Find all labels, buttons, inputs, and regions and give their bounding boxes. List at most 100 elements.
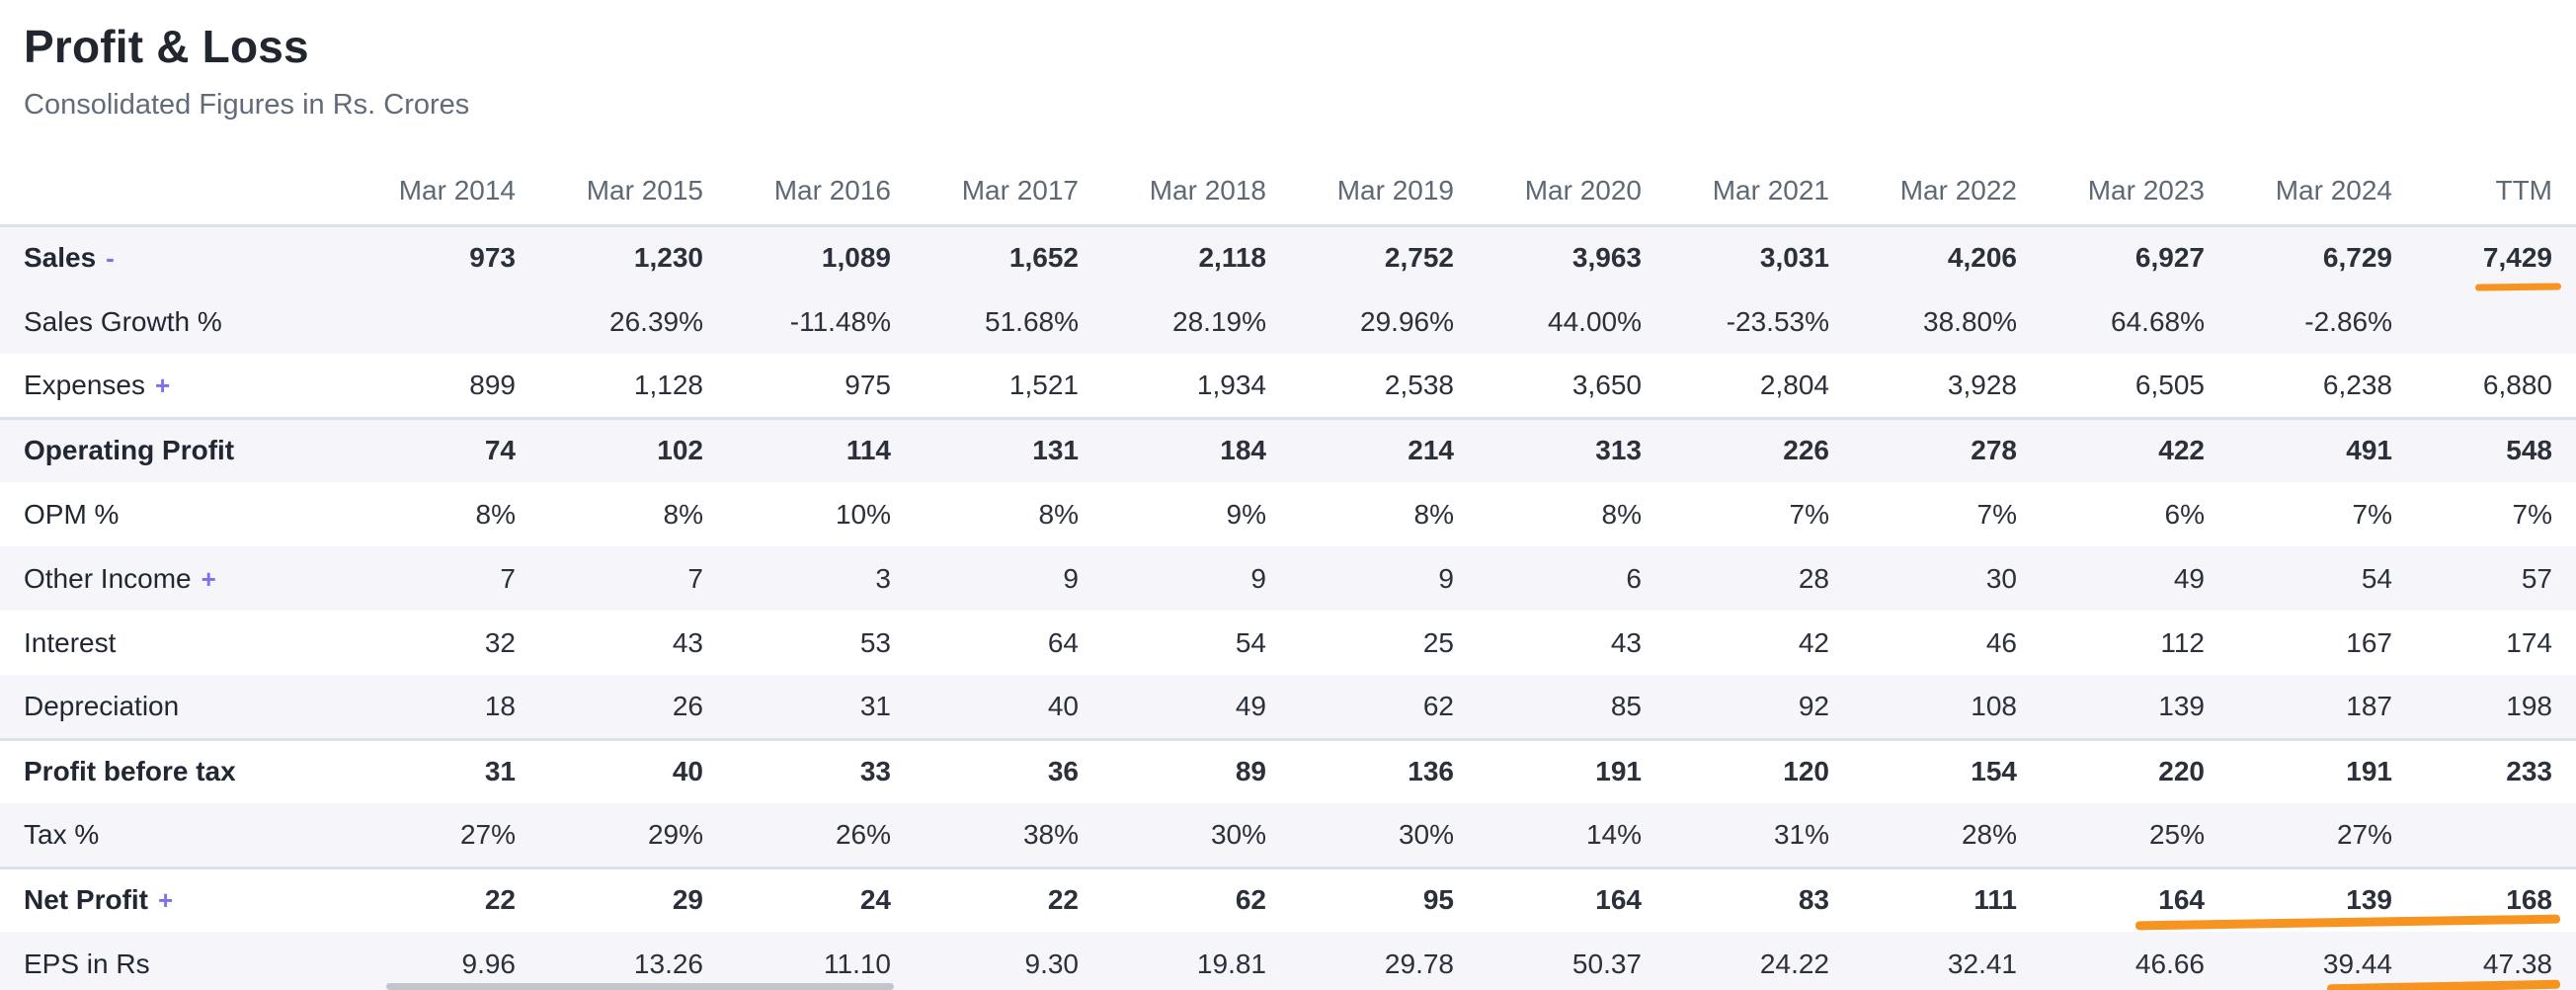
value-cell: 49 (2173, 562, 2205, 594)
value-cell: 422 (2158, 435, 2205, 466)
row-label: Operating Profit (0, 418, 352, 482)
table-row: OPM % 8% 8% 10% 8% 9% 8% 8% 7% 7% 6% 7% 7% (0, 482, 2576, 546)
value-cell: 29.96% (1360, 305, 1454, 337)
value-cell: 44.00% (1548, 305, 1642, 337)
value-cell: 42 (1798, 626, 1829, 658)
row-label-text: Operating Profit (24, 435, 235, 466)
value-cell: 64.68% (2111, 305, 2205, 337)
value-cell: 233 (2506, 756, 2552, 787)
value-cell: 154 (1971, 756, 2017, 787)
expand-schedule-toggle[interactable]: + (154, 370, 171, 400)
row-label: Other Income + (0, 546, 352, 611)
value-cell: 198 (2506, 690, 2552, 721)
value-cell: 973 (469, 242, 516, 274)
value-cell: -2.86% (2304, 305, 2392, 337)
value-cell: 6,927 (2134, 242, 2205, 274)
value-cell: 4,206 (1947, 242, 2017, 274)
value-cell: 32 (484, 626, 516, 658)
value-cell: 9% (1226, 498, 1266, 530)
expand-schedule-toggle[interactable]: + (158, 885, 174, 916)
value-cell: 27% (2336, 818, 2392, 850)
value-cell: 31 (484, 756, 516, 787)
value-cell: 10% (835, 498, 891, 530)
table-row: Net Profit +22 29 24 22 62 95 164 83 111 164 139 168 (0, 867, 2576, 932)
row-label: Sales Growth % (0, 289, 352, 354)
row-label-header (0, 123, 352, 225)
row-label-text: EPS in Rs (24, 948, 150, 979)
value-cell: 33 (859, 756, 891, 787)
value-cell: 36 (1047, 756, 1079, 787)
value-cell: 164 (2158, 884, 2205, 916)
value-cell: 40 (1047, 690, 1079, 721)
value-cell: 136 (1408, 756, 1454, 787)
value-cell: 2,752 (1384, 242, 1454, 274)
section-header: Profit & Loss Consolidated Figures in Rs… (0, 0, 2576, 123)
table-body: Sales -973 1,230 1,089 1,652 2,118 2,752 3,963 3… (0, 225, 2576, 990)
value-cell: 74 (484, 435, 516, 466)
value-cell: -23.53% (1726, 305, 1829, 337)
table-row: Depreciation 18 26 31 40 49 62 85 92 108 139 187 198 (0, 675, 2576, 739)
row-label: Depreciation (0, 675, 352, 739)
value-cell: 31 (859, 690, 891, 721)
column-header: Mar 2024 (2275, 174, 2392, 206)
value-cell: 29% (647, 818, 703, 850)
expand-schedule-toggle[interactable]: + (201, 563, 216, 594)
value-cell: 114 (845, 435, 891, 466)
value-cell: 8% (663, 498, 703, 530)
value-cell: 85 (1610, 690, 1642, 721)
value-cell: 30% (1398, 818, 1454, 850)
value-cell: 30 (1985, 562, 2017, 594)
table-row: Operating Profit 74 102 114 131 184 214 313 226 2… (0, 418, 2576, 482)
value-cell: 139 (2158, 690, 2205, 721)
value-cell: 1,521 (1008, 369, 1079, 400)
row-label-text: Depreciation (24, 690, 180, 721)
value-cell: 24.22 (1759, 948, 1829, 979)
value-cell: 1,934 (1196, 369, 1266, 400)
value-cell: 6,505 (2134, 369, 2205, 400)
value-cell: 131 (1032, 435, 1079, 466)
value-cell: 111 (1973, 884, 2017, 916)
value-cell: 40 (672, 756, 703, 787)
value-cell: 25 (1422, 626, 1454, 658)
value-cell: 46.66 (2134, 948, 2205, 979)
value-cell: 31% (1773, 818, 1829, 850)
value-cell: -11.48% (789, 305, 891, 337)
value-cell: 46 (1985, 626, 2017, 658)
value-cell: 9 (1063, 562, 1079, 594)
value-cell: 226 (1783, 435, 1829, 466)
value-cell: 83 (1798, 884, 1829, 916)
row-label-text: OPM % (24, 498, 120, 530)
value-cell: 1,089 (821, 242, 891, 274)
value-cell: 62 (1235, 884, 1266, 916)
collapse-schedule-toggle[interactable]: - (106, 243, 115, 274)
value-cell: 899 (469, 369, 516, 400)
value-cell: 8% (475, 498, 516, 530)
value-cell: 18 (484, 690, 516, 721)
value-cell: 92 (1798, 690, 1829, 721)
value-cell: 120 (1783, 756, 1829, 787)
row-label: OPM % (0, 482, 352, 546)
value-cell (352, 289, 539, 354)
value-cell: 43 (1610, 626, 1642, 658)
table-row: Sales Growth % 26.39% -11.48% 51.68% 28.19% 2… (0, 289, 2576, 354)
value-cell: 2,538 (1384, 369, 1454, 400)
page-subtitle: Consolidated Figures in Rs. Crores (24, 89, 470, 121)
value-cell: 28.19% (1172, 305, 1266, 337)
value-cell: 64 (1047, 626, 1079, 658)
value-cell: 9.30 (1024, 948, 1080, 979)
horizontal-scrollbar-thumb[interactable] (386, 983, 894, 990)
value-cell: 6 (1626, 562, 1642, 594)
value-cell: 14% (1585, 818, 1642, 850)
table-row: Sales - 973 1,230 1,089 1,652 2,118 2,752 3,963 3… (0, 225, 2576, 289)
value-cell: 184 (1220, 435, 1266, 466)
row-label: Interest (0, 611, 352, 675)
value-cell: 53 (859, 626, 891, 658)
table-row: EPS in Rs 9.96 13.26 11.10 9.30 19.81 29.78 50.… (0, 932, 2576, 990)
value-cell: 8% (1413, 498, 1454, 530)
value-cell: 220 (2158, 756, 2205, 787)
value-cell: 9.96 (461, 948, 517, 979)
value-cell: 3,031 (1759, 242, 1829, 274)
value-cell: 6% (2164, 498, 2205, 530)
value-cell: 29 (672, 884, 703, 916)
value-cell: 28% (1961, 818, 2017, 850)
